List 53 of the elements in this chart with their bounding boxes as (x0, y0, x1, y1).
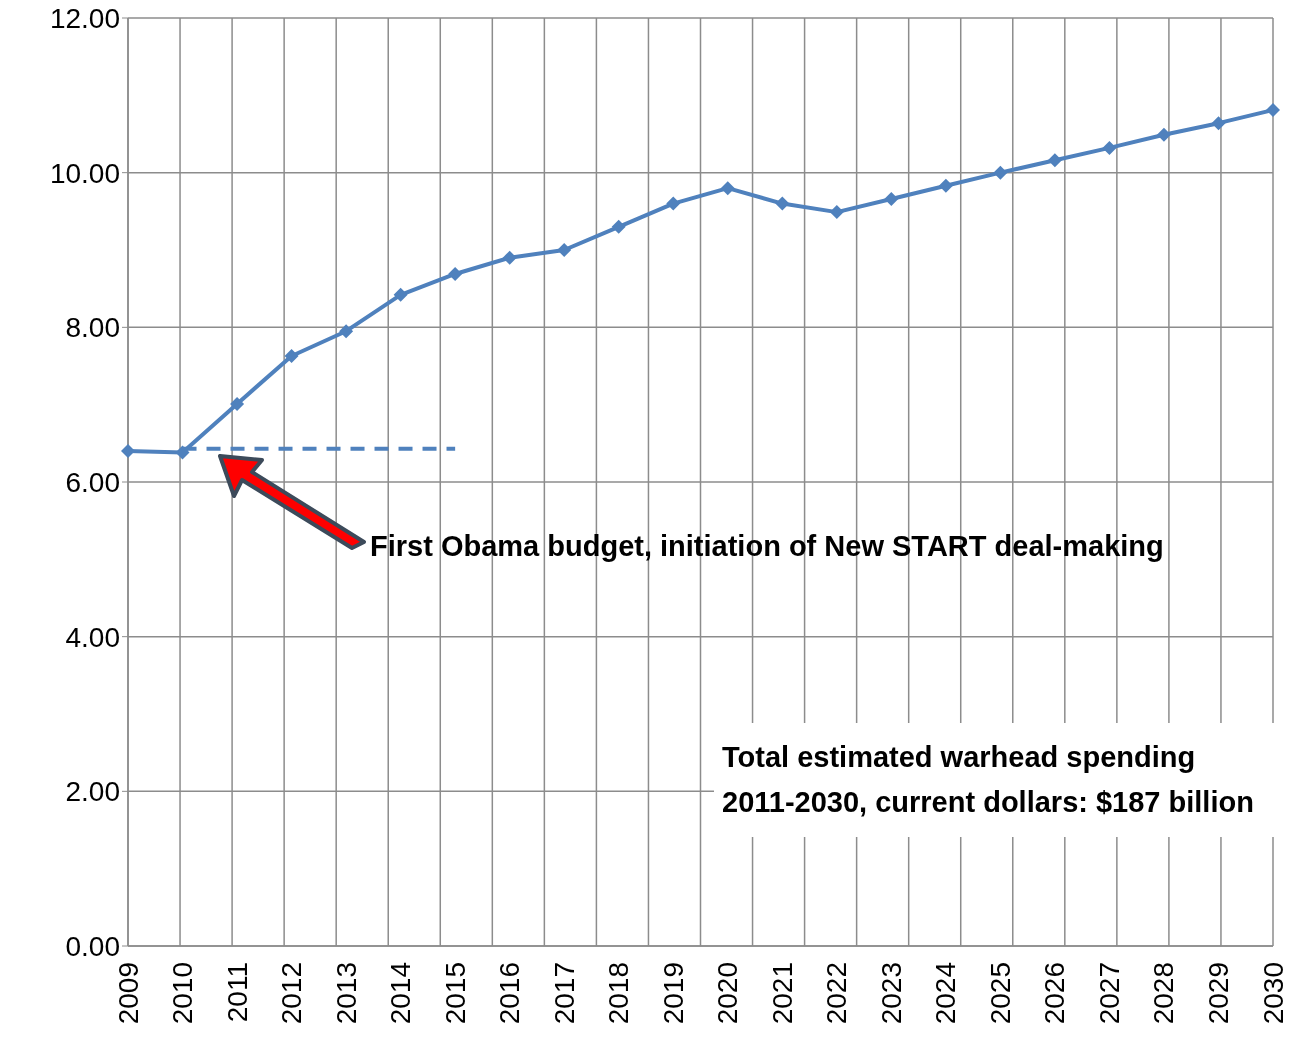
y-tick-label: 6.00 (65, 466, 120, 498)
x-tick-label: 2017 (548, 962, 580, 1025)
y-tick-label: 2.00 (65, 776, 120, 808)
x-tick-label: 2023 (875, 962, 907, 1025)
point (1047, 153, 1062, 168)
x-tick-label: 2016 (494, 962, 526, 1025)
point (720, 181, 735, 196)
y-tick-label: 0.00 (65, 930, 120, 962)
x-tick-label: 2011 (221, 962, 253, 1023)
point (611, 219, 626, 234)
x-tick-label: 2026 (1039, 962, 1071, 1025)
x-tick-label: 2027 (1093, 962, 1125, 1025)
x-tick-label: 2025 (984, 962, 1016, 1025)
y-tick-label: 8.00 (65, 312, 120, 344)
x-tick-label: 2021 (766, 962, 798, 1025)
y-tick-label: 4.00 (65, 621, 120, 653)
x-tick-label: 2015 (439, 962, 471, 1025)
y-tick-label: 10.00 (49, 157, 120, 189)
point (884, 191, 899, 206)
x-tick-label: 2014 (385, 962, 417, 1025)
point (448, 266, 463, 281)
point (284, 348, 299, 363)
point (993, 165, 1008, 180)
x-tick-label: 2028 (1148, 962, 1180, 1025)
point (1102, 140, 1117, 155)
x-tick-label: 2019 (657, 962, 689, 1025)
point (938, 178, 953, 193)
x-tick-label: 2012 (276, 962, 308, 1025)
x-tick-label: 2020 (712, 962, 744, 1025)
point (121, 444, 135, 459)
x-tick-label: 2024 (930, 962, 962, 1025)
point (775, 196, 790, 211)
annotation: First Obama budget, initiation of New START deal-making (370, 530, 1164, 563)
x-tick-label: 2030 (1257, 962, 1289, 1025)
point (230, 396, 245, 411)
point (502, 250, 517, 265)
x-tick-label: 2029 (1202, 962, 1234, 1025)
x-tick-label: 2009 (112, 962, 144, 1025)
x-tick-label: 2022 (821, 962, 853, 1025)
x-tick-label: 2013 (330, 962, 362, 1025)
point (393, 287, 408, 302)
x-tick-label: 2010 (167, 962, 199, 1025)
point (1211, 116, 1226, 131)
point (175, 445, 190, 460)
annotation: Total estimated warhead spending 2011-2030, current dollars: $187 billion (714, 723, 1275, 837)
x-tick-label: 2018 (603, 962, 635, 1025)
y-tick-label: 12.00 (49, 2, 120, 34)
point (666, 196, 681, 211)
point (557, 243, 572, 257)
point (1266, 103, 1280, 118)
point (1156, 127, 1171, 142)
point (829, 205, 844, 220)
point (339, 324, 354, 339)
